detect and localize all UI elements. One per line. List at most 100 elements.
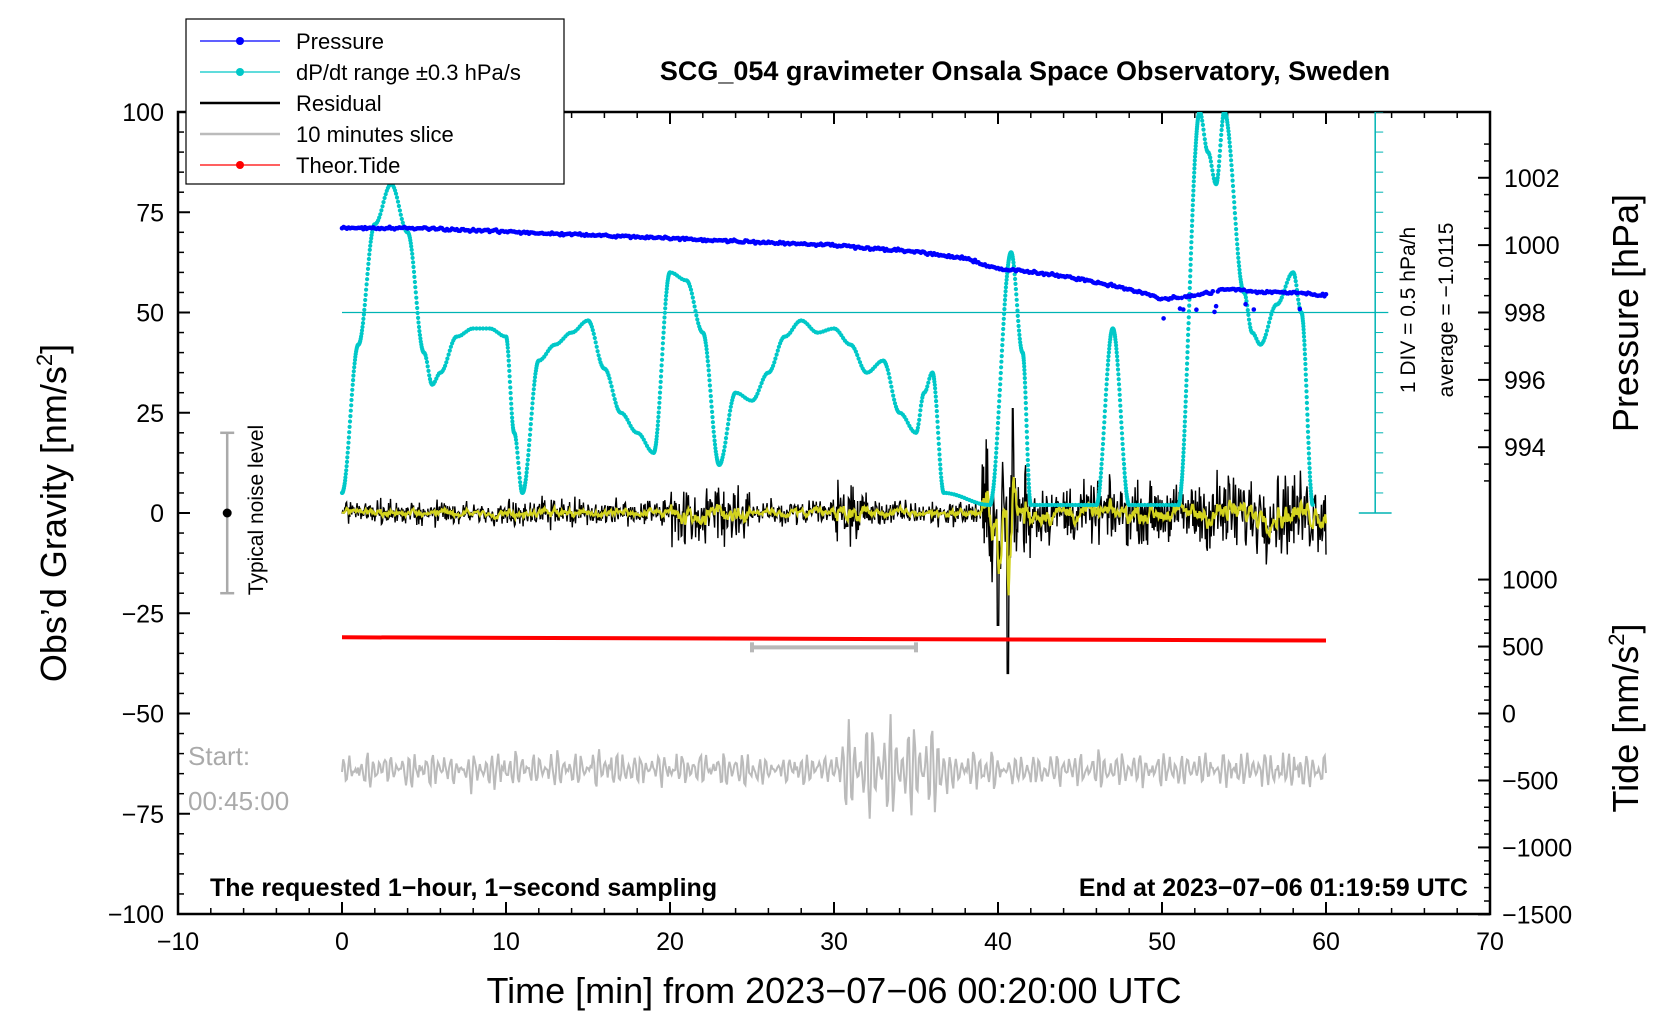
dpdt-point [1091,502,1096,508]
dpdt-point [1028,502,1033,508]
x-tick-label: −10 [157,928,199,956]
dpdt-point [361,312,366,317]
dpdt-point [527,432,533,437]
dpdt-point [1219,132,1224,137]
dpdt-point [395,199,401,204]
dpdt-point [1182,433,1187,438]
dpdt-point [1025,452,1030,457]
dpdt-point [1025,457,1030,463]
dpdt-point [853,349,859,354]
dpdt-point [934,399,939,404]
dpdt-point [446,352,451,357]
residual-smoothed-series [341,476,1328,596]
dpdt-point [994,441,999,446]
dpdt-point [641,437,646,442]
dpdt-point [1024,435,1030,440]
dpdt-point [1004,281,1009,286]
dpdt-point [664,293,669,298]
dpdt-point [937,447,942,452]
dpdt-point [529,411,534,416]
dpdt-point [1235,242,1240,247]
dpdt-point [1180,472,1185,477]
dpdt-point [663,297,668,302]
dpdt-point [857,360,863,365]
dpdt-point [1190,203,1195,208]
dpdt-point [693,308,698,314]
dpdt-point [936,430,941,435]
dpdt-point [1301,334,1307,339]
dpdt-point [887,375,892,380]
dpdt-point [661,335,666,340]
dpdt-point [1180,475,1185,480]
dpdt-point [659,357,665,362]
dpdt-point [660,352,665,357]
dpdt-point [1307,470,1312,475]
dpdt-point [379,208,384,213]
dpdt-point [1097,482,1103,487]
dpdt-point [410,251,415,256]
dpdt-point [366,261,371,266]
dpdt-point [530,401,535,406]
dpdt-point [1098,479,1103,484]
dpdt-point [1026,485,1032,490]
dpdt-point [516,466,521,471]
dpdt-point [1022,367,1027,373]
dpdt-point [1190,213,1195,218]
dpdt-point [1185,350,1190,355]
dpdt-point [659,368,664,373]
dpdt-point [1107,343,1112,348]
dpdt-point [1100,441,1106,447]
dpdt-point [1023,385,1028,390]
dpdt-point [1296,301,1301,306]
dpdt-point [1037,502,1042,508]
dpdt-point [1199,114,1204,120]
dpdt-point [351,373,356,378]
dpdt-point [710,415,715,420]
dpdt-point [1190,198,1196,203]
dpdt-point [696,321,701,326]
dpdt-point [398,212,403,217]
dpdt-point [1052,502,1057,508]
dpdt-point [477,326,482,331]
y-axis-pressure: 1002 1000 998 996 994 [1478,143,1560,482]
dpdt-point [994,450,999,455]
dpdt-point [1104,377,1109,382]
dpdt-point [1193,140,1198,145]
dpdt-point [925,384,930,389]
dpdt-point [892,397,897,402]
dpdt-point [343,475,348,480]
dpdt-point [1119,420,1124,425]
dpdt-point [1247,321,1252,326]
dpdt-point [1202,132,1207,137]
dpdt-point [759,381,764,386]
dpdt-point [1043,502,1048,508]
dpdt-point [506,358,511,363]
noise-bar-center [222,508,232,518]
dpdt-point [725,426,730,431]
dpdt-point [507,379,512,384]
dpdt-point [1193,151,1198,156]
dpdt-point [382,195,387,201]
dpdt-point [1105,362,1110,367]
dpdt-point [367,247,372,252]
dpdt-point [380,204,385,209]
dpdt-point [1237,271,1242,276]
dpdt-point [1025,463,1031,468]
dpdt-point [772,360,777,365]
dpdt-point [408,241,413,246]
dpdt-point [1123,486,1128,491]
dpdt-point [927,376,932,381]
dpdt-point [711,425,716,430]
dpdt-point [1117,392,1122,397]
dpdt-point [364,287,369,292]
dpdt-point [362,307,367,312]
dpdt-point [1303,372,1308,377]
dpdt-point [344,468,349,473]
dpdt-point [1022,364,1027,369]
dpdt-point [1102,409,1107,414]
dpdt-point [726,422,731,427]
dpdt-point [1058,502,1063,508]
sampling-note: The requested 1−hour, 1−second sampling [210,874,717,902]
dpdt-point [691,299,696,305]
dpdt-point [1217,159,1222,164]
